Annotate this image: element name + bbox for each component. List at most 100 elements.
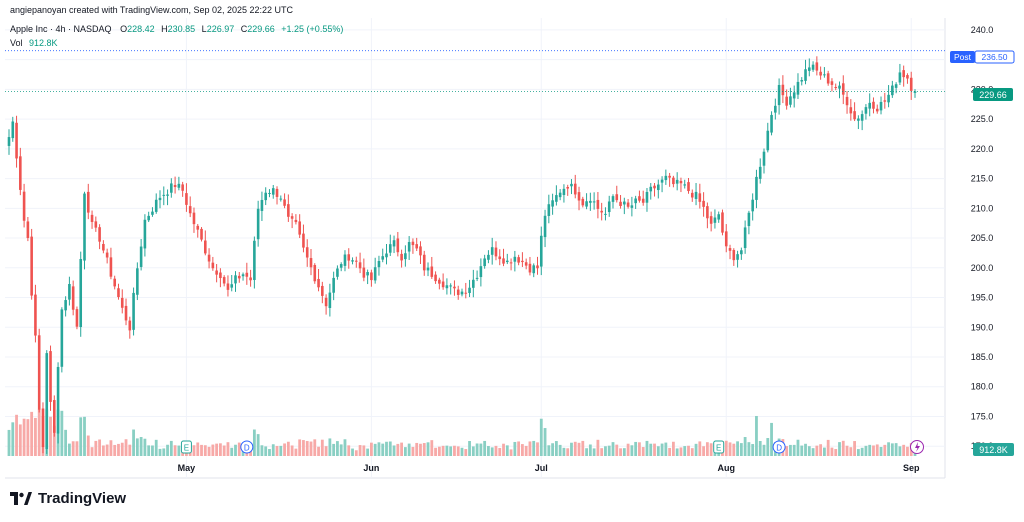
volume-bar [705,442,709,456]
volume-bar [464,449,468,456]
volume-bar [736,441,739,456]
candle-body [717,214,720,220]
volume-bar [15,414,18,456]
candle-body [902,70,905,78]
candle-body [120,297,124,308]
candle-body [385,253,388,258]
earnings-marker [180,440,192,454]
volume-bar [453,445,456,456]
candle-body [826,73,830,84]
candle-body [234,275,237,284]
volume-bar [611,442,615,456]
candle-body [853,111,856,120]
candle-body [849,107,853,114]
candle-body [381,256,385,260]
ohlc-legend[interactable]: Apple Inc · 4h · NASDAQ O228.42 H230.85 … [10,24,343,34]
volume-bar [68,443,71,456]
candle-body [290,216,294,219]
volume-bar [724,440,728,456]
candle-body [690,192,694,198]
candle-body [90,214,94,222]
volume-bar [698,441,702,456]
candle-body [883,100,887,102]
candle-body [264,192,267,201]
candle-body [913,91,917,93]
candle-body [64,300,67,311]
volume-bar [668,447,672,456]
volume-bar [739,443,743,456]
volume-bar [868,444,872,456]
candle-body [313,264,317,282]
volume-bar [547,445,551,456]
candle-body [724,231,728,247]
volume-bar [653,443,656,456]
volume-bar [34,417,37,456]
volume-bar [755,415,758,456]
candle-body [721,212,724,233]
candle-body [245,272,249,277]
volume-bar [328,438,332,456]
volume-bar [513,441,517,456]
candle-body [740,250,743,255]
candle-body [419,246,422,256]
volume-bar [502,443,505,456]
volume-bar [672,441,675,456]
volume-bar [430,440,434,456]
candle-body [751,199,754,212]
volume-bar [823,447,826,456]
volume-bar [109,440,113,456]
candle-body [638,196,641,201]
candle-body [370,272,373,281]
volume-bar [558,444,562,456]
volume-bar [687,445,690,456]
candle-body [645,191,649,203]
volume-bar [585,448,588,456]
volume-bar [411,446,415,456]
candle-body [838,85,841,89]
volume-bar [841,440,845,456]
candle-body [75,309,79,327]
open-label: O [120,24,128,34]
volume-bar [105,444,109,456]
price-tick-label: 205.0 [971,233,994,243]
candle-body [766,130,770,151]
tradingview-logo[interactable]: TradingView [10,490,126,507]
volume-bar [445,445,449,456]
vol-label: Vol [10,38,23,48]
candle-body [521,260,524,263]
candle-body [860,114,864,121]
candle-body [185,193,188,205]
volume-bar [26,419,30,456]
candle-body [396,238,400,253]
volume-bar [419,443,422,456]
volume-bar [132,429,135,456]
candle-body [607,201,611,213]
candle-body [555,195,558,202]
volume-bar [487,446,490,456]
volume-bar [509,449,513,456]
volume-bar [18,424,22,456]
candle-body [268,192,271,194]
volume-bar [290,445,294,456]
volume-bar [460,447,464,456]
candle-body [45,353,49,450]
volume-bar [86,435,90,456]
high-value: 230.85 [167,24,196,34]
candle-body [219,272,222,279]
candle-body [623,201,626,205]
candle-body [543,215,547,238]
candle-body [453,286,456,289]
volume-bar [581,440,585,456]
volume-bar [588,444,592,456]
candle-body [404,253,407,260]
candle-body [679,180,683,184]
time-axis[interactable]: May Jun Jul Aug Sep [178,463,920,473]
candle-body [222,277,226,284]
volume-bar [49,416,52,456]
candle-body [528,263,532,273]
volume-legend[interactable]: Vol 912.8K [10,38,58,48]
volume-bar [128,444,132,456]
volume-bar [702,446,705,456]
volume-bar [196,442,200,456]
